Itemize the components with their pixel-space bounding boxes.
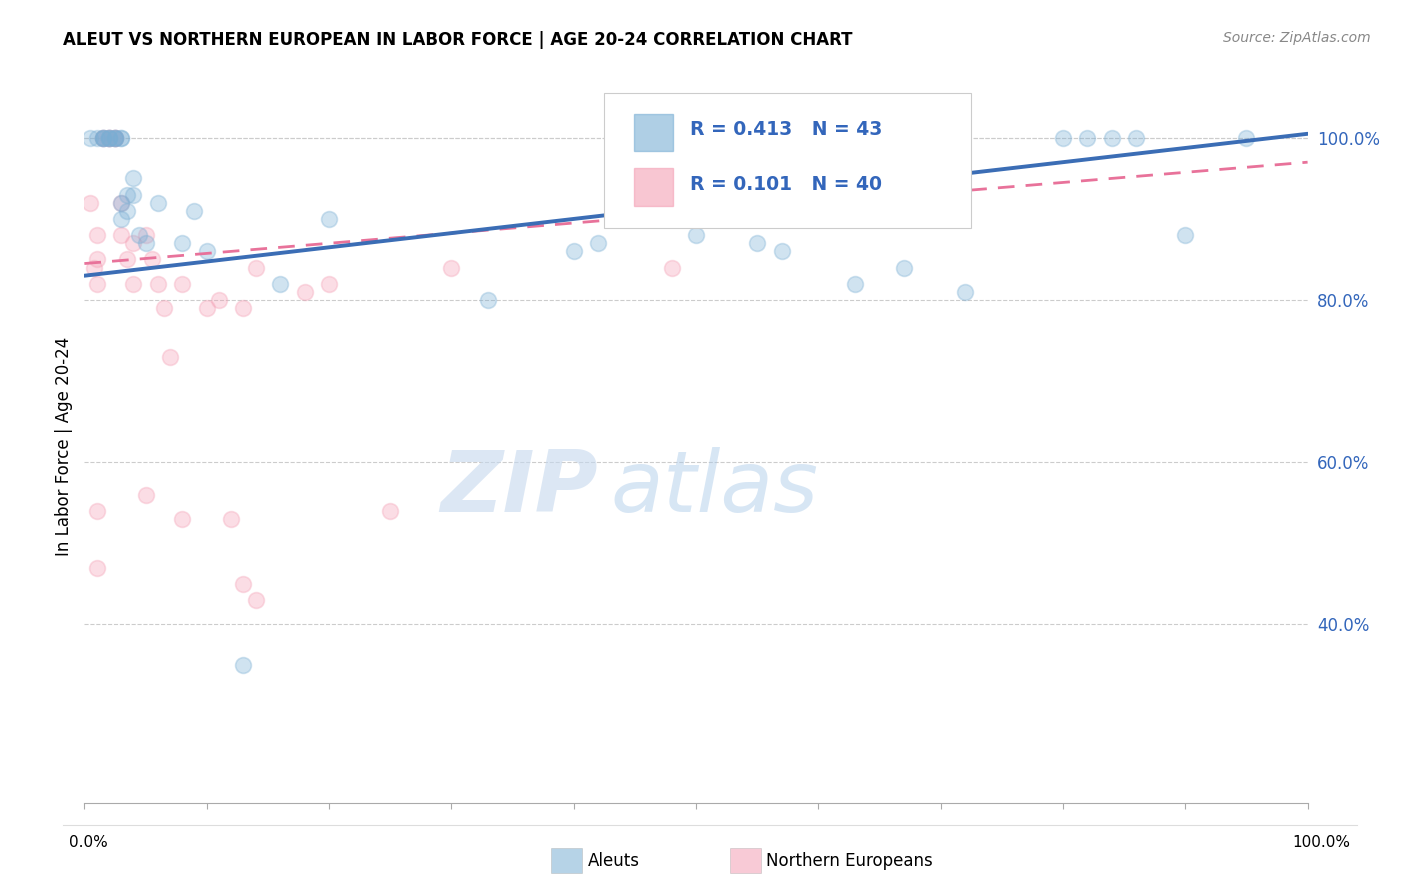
Point [110, 211, 132, 226]
Text: Northern Europeans: Northern Europeans [766, 852, 934, 870]
Point [122, 187, 145, 202]
Text: 0.0%: 0.0% [69, 836, 108, 850]
Text: ALEUT VS NORTHERN EUROPEAN IN LABOR FORCE | AGE 20-24 CORRELATION CHART: ALEUT VS NORTHERN EUROPEAN IN LABOR FORC… [63, 31, 853, 49]
Point [135, 488, 157, 502]
Point [318, 211, 340, 226]
Point [1125, 131, 1147, 145]
Text: Source: ZipAtlas.com: Source: ZipAtlas.com [1223, 31, 1371, 45]
Point [232, 577, 254, 591]
Text: atlas: atlas [610, 447, 818, 531]
Point [86, 504, 108, 518]
Point [1076, 131, 1098, 145]
Point [91, 131, 114, 145]
Point [685, 228, 707, 243]
Point [172, 277, 194, 291]
Point [586, 236, 609, 251]
Point [97, 131, 120, 145]
Point [195, 244, 218, 259]
Point [146, 195, 169, 210]
Point [91, 131, 114, 145]
Point [86, 228, 108, 243]
Point [91, 131, 114, 145]
Point [146, 277, 169, 291]
Point [195, 301, 218, 315]
Text: R = 0.413   N = 43: R = 0.413 N = 43 [690, 120, 882, 139]
Point [135, 228, 157, 243]
Point [1234, 131, 1257, 145]
Point [86, 131, 108, 145]
Text: R = 0.101   N = 40: R = 0.101 N = 40 [690, 175, 882, 194]
Point [245, 260, 267, 275]
Point [79, 131, 101, 145]
Text: Aleuts: Aleuts [588, 852, 640, 870]
Point [115, 187, 138, 202]
Point [104, 131, 127, 145]
Point [1174, 228, 1197, 243]
Point [79, 195, 101, 210]
Point [110, 131, 132, 145]
Bar [634, 169, 672, 205]
Point [110, 195, 132, 210]
Point [135, 236, 157, 251]
Point [122, 236, 145, 251]
Point [159, 350, 181, 364]
Point [844, 277, 866, 291]
Point [153, 301, 176, 315]
Point [318, 277, 340, 291]
Point [97, 131, 120, 145]
Point [232, 657, 254, 672]
Point [232, 301, 254, 315]
Point [97, 131, 120, 145]
Point [86, 560, 108, 574]
Point [104, 131, 127, 145]
Point [245, 593, 267, 607]
Point [86, 277, 108, 291]
Point [953, 285, 976, 299]
Text: ZIP: ZIP [440, 447, 598, 531]
Point [440, 260, 463, 275]
Point [269, 277, 291, 291]
Point [1101, 131, 1123, 145]
Point [661, 260, 683, 275]
Point [115, 252, 138, 267]
Point [97, 131, 120, 145]
Point [141, 252, 163, 267]
Point [97, 131, 120, 145]
Point [110, 131, 132, 145]
Point [110, 228, 132, 243]
Point [91, 131, 114, 145]
Point [104, 131, 127, 145]
Point [770, 244, 793, 259]
Point [172, 236, 194, 251]
Point [172, 512, 194, 526]
Bar [634, 114, 672, 152]
Point [86, 252, 108, 267]
FancyBboxPatch shape [605, 93, 972, 228]
Point [183, 203, 205, 218]
Point [747, 236, 769, 251]
Point [208, 293, 231, 307]
Point [893, 260, 915, 275]
Text: 100.0%: 100.0% [1292, 836, 1351, 850]
Point [477, 293, 499, 307]
Point [219, 512, 242, 526]
Point [110, 195, 132, 210]
Point [294, 285, 316, 299]
Point [562, 244, 585, 259]
Point [91, 131, 114, 145]
Point [128, 228, 150, 243]
Point [1052, 131, 1074, 145]
Point [122, 171, 145, 186]
Point [97, 131, 120, 145]
Point [104, 131, 127, 145]
Point [104, 131, 127, 145]
Point [83, 260, 105, 275]
Point [115, 203, 138, 218]
Y-axis label: In Labor Force | Age 20-24: In Labor Force | Age 20-24 [55, 336, 73, 556]
Point [104, 131, 127, 145]
Point [122, 277, 145, 291]
Point [380, 504, 402, 518]
